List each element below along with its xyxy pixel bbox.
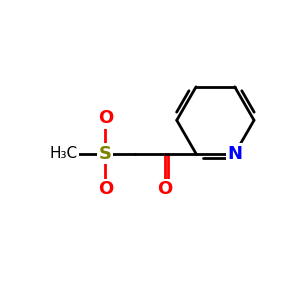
- Text: H₃C: H₃C: [50, 146, 78, 161]
- Text: N: N: [227, 145, 242, 163]
- Text: O: O: [157, 180, 172, 198]
- Text: O: O: [98, 109, 113, 127]
- Text: O: O: [98, 180, 113, 198]
- Text: S: S: [99, 145, 112, 163]
